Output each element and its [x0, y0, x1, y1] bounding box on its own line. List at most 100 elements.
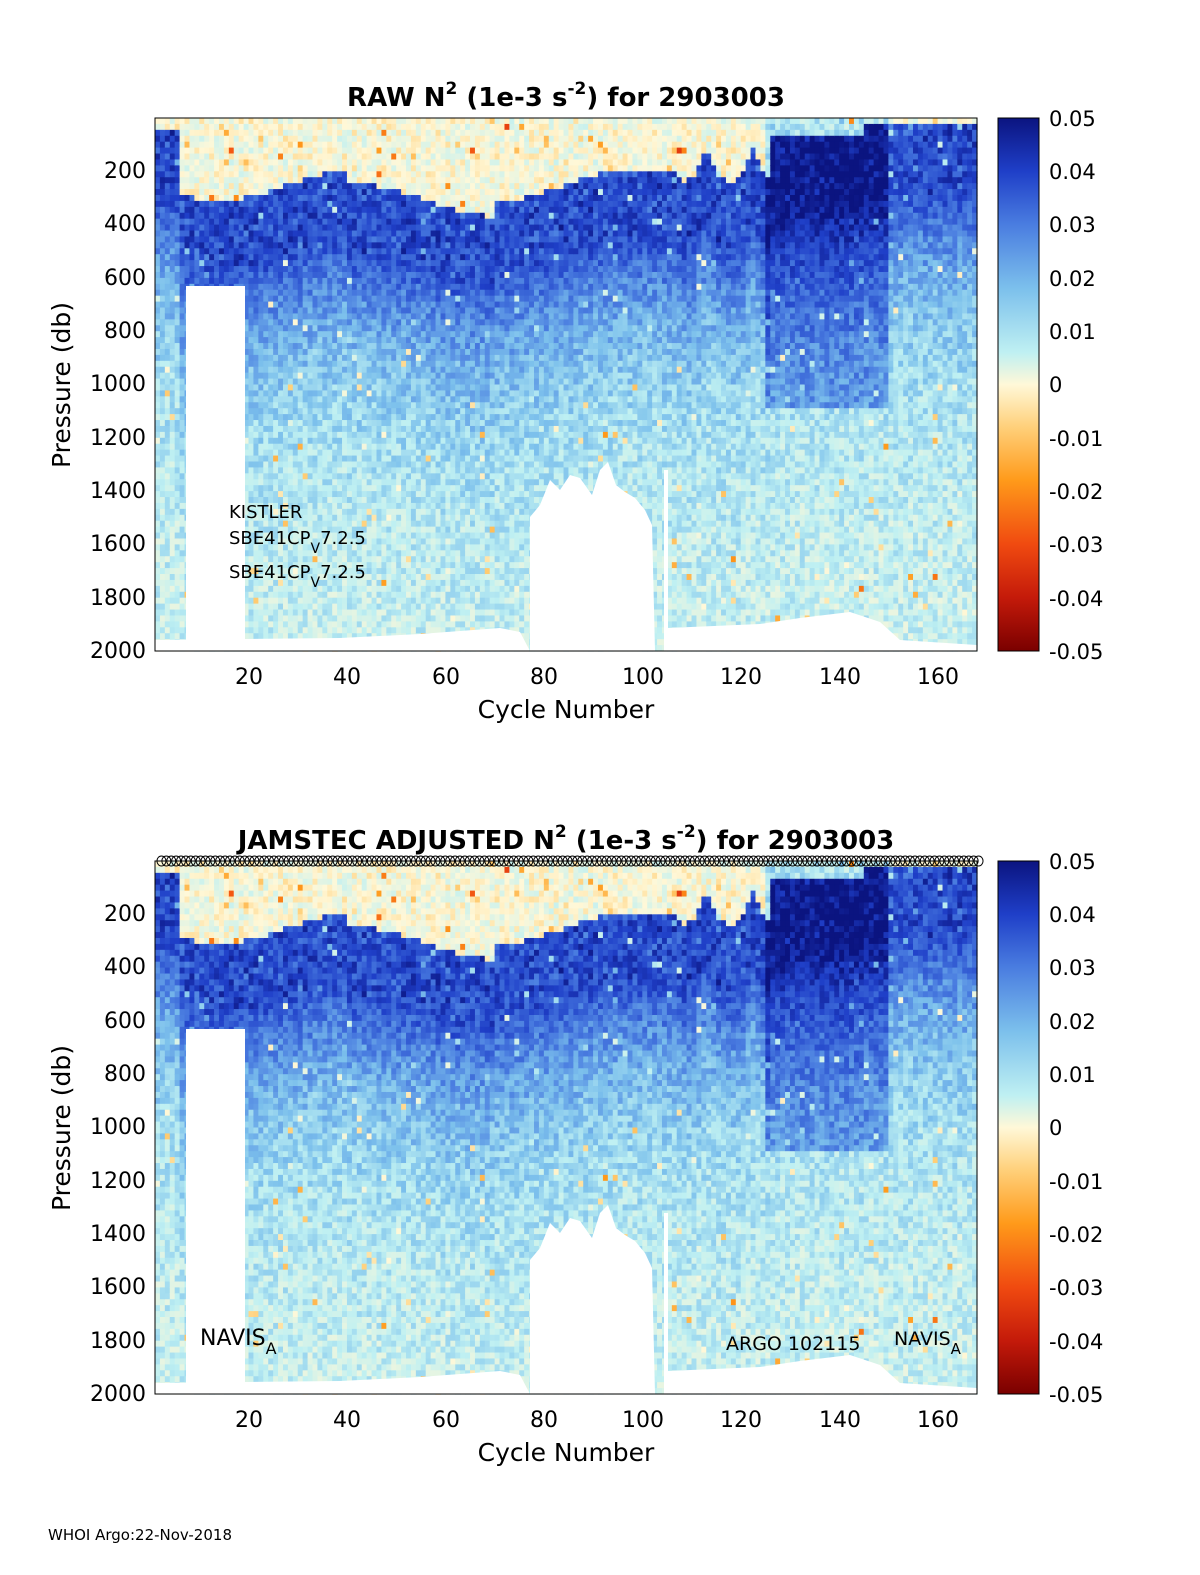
heatmap-cell	[258, 302, 264, 309]
heatmap-cell	[396, 503, 402, 510]
heatmap-cell	[229, 278, 235, 285]
heatmap-cell	[278, 118, 284, 125]
heatmap-cell	[303, 248, 309, 255]
heatmap-cell	[381, 450, 387, 457]
heatmap-cell	[421, 598, 427, 605]
heatmap-cell	[165, 491, 171, 498]
heatmap-cell	[381, 118, 387, 125]
heatmap-cell	[170, 195, 176, 202]
heatmap-cell	[273, 272, 279, 279]
heatmap-cell	[381, 491, 387, 498]
heatmap-cell	[180, 213, 186, 220]
heatmap-cell	[372, 456, 378, 463]
heatmap-cell	[327, 521, 333, 528]
heatmap-cell	[155, 272, 161, 279]
heatmap-cell	[298, 254, 304, 261]
heatmap-cell	[180, 349, 186, 356]
heatmap-cell	[253, 337, 259, 344]
heatmap-cell	[362, 165, 368, 172]
heatmap-cell	[165, 242, 171, 249]
heatmap-cell	[313, 343, 319, 350]
heatmap-cell	[258, 461, 264, 468]
heatmap-cell	[411, 574, 417, 581]
heatmap-cell	[298, 195, 304, 202]
heatmap-cell	[268, 604, 274, 611]
heatmap-cell	[372, 195, 378, 202]
heatmap-cell	[268, 491, 274, 498]
heatmap-cell	[391, 367, 397, 374]
heatmap-cell	[426, 290, 432, 297]
heatmap-cell	[332, 390, 338, 397]
heatmap-cell	[367, 390, 373, 397]
heatmap-cell	[317, 426, 323, 433]
heatmap-cell	[396, 313, 402, 320]
heatmap-cell	[180, 142, 186, 149]
heatmap-cell	[258, 183, 264, 190]
heatmap-cell	[416, 450, 422, 457]
heatmap-cell	[189, 177, 195, 184]
heatmap-cell	[155, 118, 161, 125]
heatmap-cell	[283, 319, 289, 326]
heatmap-cell	[401, 479, 407, 486]
heatmap-cell	[253, 385, 259, 392]
heatmap-cell	[170, 497, 176, 504]
heatmap-cell	[317, 379, 323, 386]
heatmap-cell	[244, 266, 250, 273]
heatmap-cell	[317, 438, 323, 445]
heatmap-cell	[322, 242, 328, 249]
heatmap-cell	[180, 165, 186, 172]
heatmap-cell	[421, 236, 427, 243]
heatmap-cell	[421, 426, 427, 433]
heatmap-cell	[426, 165, 432, 172]
heatmap-cell	[406, 515, 412, 522]
heatmap-cell	[416, 236, 422, 243]
heatmap-cell	[288, 461, 294, 468]
heatmap-cell	[194, 154, 200, 161]
heatmap-cell	[278, 266, 284, 273]
heatmap-cell	[268, 367, 274, 374]
heatmap-cell	[303, 621, 309, 628]
heatmap-cell	[401, 550, 407, 557]
heatmap-cell	[170, 598, 176, 605]
heatmap-cell	[411, 580, 417, 587]
heatmap-cell	[155, 515, 161, 522]
heatmap-cell	[362, 592, 368, 599]
heatmap-cell	[160, 313, 166, 320]
heatmap-cell	[160, 290, 166, 297]
heatmap-cell	[165, 615, 171, 622]
heatmap-cell	[170, 627, 176, 634]
heatmap-cell	[411, 604, 417, 611]
heatmap-cell	[160, 361, 166, 368]
heatmap-cell	[293, 148, 299, 155]
heatmap-cell	[313, 533, 319, 540]
heatmap-cell	[362, 124, 368, 131]
heatmap-cell	[406, 556, 412, 563]
heatmap-cell	[401, 148, 407, 155]
heatmap-cell	[234, 189, 240, 196]
heatmap-cell	[377, 450, 383, 457]
heatmap-cell	[367, 491, 373, 498]
heatmap-cell	[313, 325, 319, 332]
heatmap-cell	[214, 266, 220, 273]
heatmap-cell	[283, 379, 289, 386]
heatmap-cell	[317, 124, 323, 131]
heatmap-cell	[303, 195, 309, 202]
heatmap-cell	[229, 242, 235, 249]
heatmap-cell	[170, 379, 176, 386]
heatmap-cell	[411, 355, 417, 362]
heatmap-cell	[426, 159, 432, 166]
heatmap-cell	[411, 207, 417, 214]
heatmap-cell	[421, 461, 427, 468]
heatmap-cell	[313, 598, 319, 605]
heatmap-cell	[367, 544, 373, 551]
heatmap-cell	[155, 456, 161, 463]
heatmap-cell	[317, 515, 323, 522]
heatmap-cell	[396, 479, 402, 486]
heatmap-cell	[377, 610, 383, 617]
heatmap-cell	[416, 414, 422, 421]
heatmap-cell	[426, 136, 432, 143]
heatmap-cell	[268, 195, 274, 202]
heatmap-cell	[244, 213, 250, 220]
heatmap-cell	[278, 438, 284, 445]
heatmap-cell	[396, 515, 402, 522]
